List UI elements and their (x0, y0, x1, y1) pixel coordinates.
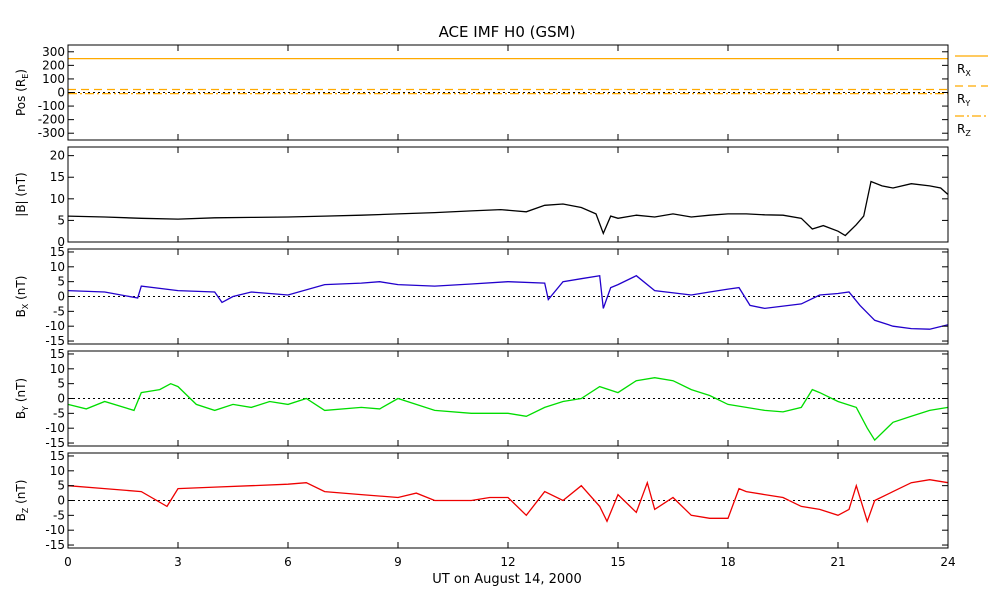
y-tick-label-bx-0: 15 (50, 245, 65, 259)
y-tick-label-by-3: 0 (57, 392, 65, 406)
y-tick-label-pos-5: -200 (38, 113, 65, 127)
y-tick-label-bmag-4: 0 (57, 235, 65, 249)
legend-pos: RX RY RZ (955, 55, 988, 138)
x-tick-label-5: 15 (610, 555, 625, 569)
y-tick-label-by-4: -5 (53, 406, 65, 420)
chart-title: ACE IMF H0 (GSM) (439, 23, 576, 41)
y-tick-label-bx-4: -5 (53, 304, 65, 318)
y-tick-label-by-2: 5 (57, 377, 65, 391)
y-tick-label-bz-2: 5 (57, 479, 65, 493)
y-axis-label-bx: BX (nT) (14, 276, 30, 318)
y-tick-label-bmag-1: 15 (50, 170, 65, 184)
y-tick-label-bmag-3: 5 (57, 213, 65, 227)
y-tick-label-bz-3: 0 (57, 494, 65, 508)
y-tick-label-bz-6: -15 (45, 538, 65, 552)
series-line-bmag-0 (67, 180, 949, 237)
y-tick-label-pos-3: 0 (57, 86, 65, 100)
legend-label-RY: RY (957, 92, 970, 108)
y-tick-label-bmag-2: 10 (50, 192, 65, 206)
x-tick-label-4: 12 (500, 555, 515, 569)
x-tick-label-7: 21 (830, 555, 845, 569)
y-axis-label-bmag: |B| (nT) (14, 172, 28, 216)
x-tick-label-0: 0 (64, 555, 72, 569)
y-tick-label-bx-5: -10 (45, 319, 65, 333)
y-tick-label-pos-0: 300 (42, 45, 65, 59)
y-tick-label-bmag-0: 20 (50, 149, 65, 163)
y-tick-label-by-6: -15 (45, 436, 65, 450)
x-axis: 0 3 6 9 12 15 18 21 24 (64, 555, 955, 569)
y-tick-label-bz-4: -5 (53, 508, 65, 522)
y-axis-label-bz: BZ (nT) (14, 480, 30, 522)
y-tick-label-bz-1: 10 (50, 464, 65, 478)
y-tick-label-bx-1: 10 (50, 260, 65, 274)
y-tick-label-by-5: -10 (45, 421, 65, 435)
y-tick-label-bx-3: 0 (57, 290, 65, 304)
y-tick-label-by-1: 10 (50, 362, 65, 376)
y-tick-label-bz-5: -10 (45, 523, 65, 537)
series-line-by-0 (67, 377, 949, 442)
y-tick-label-pos-4: -100 (38, 99, 65, 113)
x-tick-label-6: 18 (720, 555, 735, 569)
y-tick-label-pos-6: -300 (38, 126, 65, 140)
x-axis-label: UT on August 14, 2000 (432, 572, 581, 587)
y-tick-label-pos-2: 100 (42, 72, 65, 86)
y-tick-label-bx-6: -15 (45, 334, 65, 348)
y-axis-label-pos: Pos (RE) (14, 69, 30, 116)
x-tick-label-2: 6 (284, 555, 292, 569)
x-tick-label-3: 9 (394, 555, 402, 569)
y-tick-label-pos-1: 200 (42, 58, 65, 72)
y-tick-label-bz-0: 15 (50, 449, 65, 463)
panel-bmag: 20 15 10 5 0 |B| (nT) (14, 146, 949, 249)
y-axis-label-by: BY (nT) (14, 378, 30, 419)
x-tick-label-1: 3 (174, 555, 182, 569)
y-tick-label-bx-2: 5 (57, 275, 65, 289)
series-line-bx-0 (67, 274, 949, 330)
y-tick-label-by-0: 15 (50, 347, 65, 361)
x-tick-label-8: 24 (940, 555, 955, 569)
legend-label-RZ: RZ (957, 122, 971, 138)
series-line-bz-0 (67, 479, 949, 524)
legend-label-RX: RX (957, 62, 971, 78)
